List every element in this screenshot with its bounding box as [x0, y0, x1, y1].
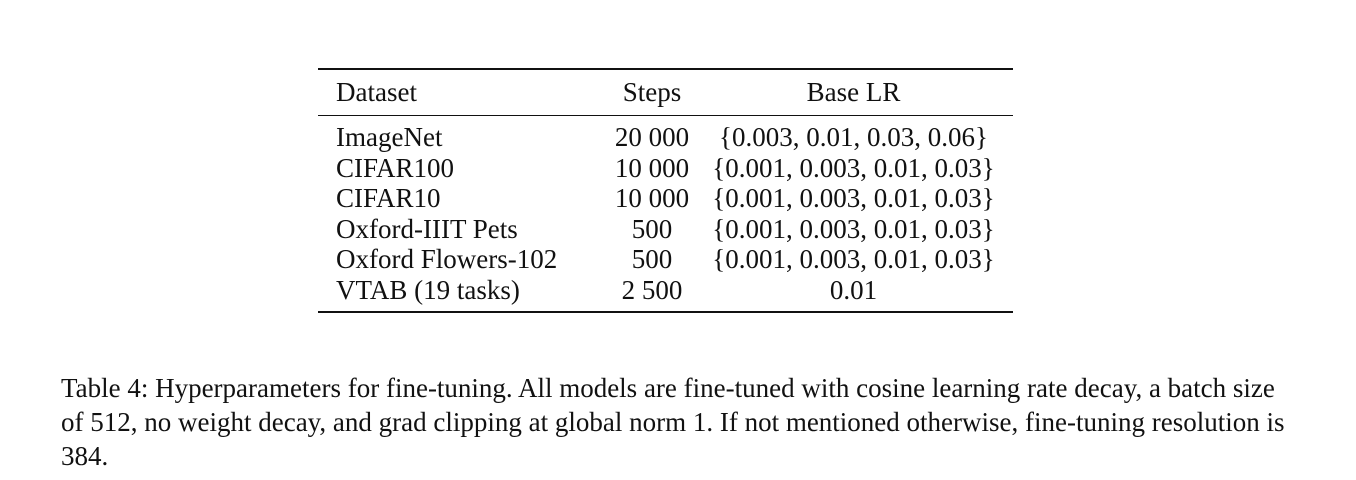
cell-steps: 10 000 — [614, 152, 690, 183]
cell-base-lr: {0.001, 0.003, 0.01, 0.03} — [712, 244, 995, 274]
cell-dataset: Oxford Flowers-102 — [336, 244, 558, 274]
table-row: ImageNet 20 000 {0.003, 0.01, 0.03, 0.06… — [318, 116, 1013, 153]
cell-dataset: Oxford-IIIT Pets — [336, 213, 518, 244]
hyperparameter-table: Dataset Steps Base LR ImageNet 20 000 {0… — [318, 68, 1013, 313]
header-dataset: Dataset — [336, 77, 417, 108]
table-caption: Table 4: Hyperparameters for fine-tuning… — [61, 373, 1285, 471]
table-row: Oxford Flowers-102 500 {0.001, 0.003, 0.… — [318, 244, 1013, 275]
cell-steps: 500 — [631, 213, 673, 244]
cell-steps: 20 000 — [614, 122, 690, 152]
table-row: CIFAR10 10 000 {0.001, 0.003, 0.01, 0.03… — [318, 183, 1013, 214]
table-top-rule — [318, 68, 1013, 70]
cell-base-lr: {0.001, 0.003, 0.01, 0.03} — [712, 183, 995, 213]
header-base-lr: Base LR — [806, 77, 901, 108]
cell-dataset: ImageNet — [336, 122, 443, 152]
cell-steps: 500 — [631, 244, 673, 274]
cell-base-lr: {0.003, 0.01, 0.03, 0.06} — [719, 122, 988, 152]
table-row: CIFAR100 10 000 {0.001, 0.003, 0.01, 0.0… — [318, 153, 1013, 184]
table-body: Dataset Steps Base LR — [318, 70, 1013, 115]
table-header-rule — [318, 115, 1013, 116]
table-rows: ImageNet 20 000 {0.003, 0.01, 0.03, 0.06… — [318, 116, 1013, 311]
cell-steps: 10 000 — [614, 183, 690, 213]
cell-dataset: CIFAR100 — [336, 152, 455, 183]
header-steps: Steps — [622, 77, 682, 108]
cell-steps: 2 500 — [621, 274, 683, 305]
cell-base-lr: {0.001, 0.003, 0.01, 0.03} — [712, 152, 995, 183]
table-bottom-rule — [318, 311, 1013, 313]
table-row: VTAB (19 tasks) 2 500 0.01 — [318, 275, 1013, 312]
cell-dataset: CIFAR10 — [336, 183, 441, 213]
cell-base-lr: 0.01 — [829, 274, 878, 305]
cell-base-lr: {0.001, 0.003, 0.01, 0.03} — [712, 213, 995, 244]
cell-dataset: VTAB (19 tasks) — [336, 274, 520, 305]
table-header-row: Dataset Steps Base LR — [318, 70, 1013, 115]
table-row: Oxford-IIIT Pets 500 {0.001, 0.003, 0.01… — [318, 214, 1013, 245]
